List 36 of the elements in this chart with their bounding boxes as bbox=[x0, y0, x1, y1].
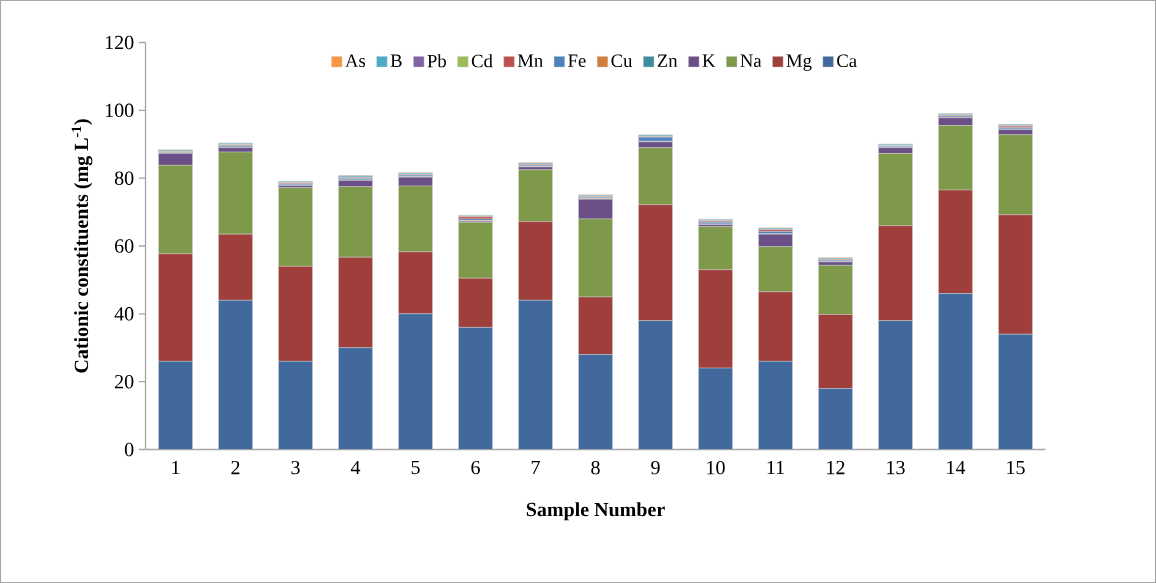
legend-label: Cu bbox=[611, 54, 633, 68]
legend-label: B bbox=[390, 54, 402, 67]
y-tick-label: 80 bbox=[114, 171, 134, 185]
x-tick-label: 1 bbox=[172, 460, 180, 475]
x-tick-label: 14 bbox=[947, 460, 966, 475]
x-tick-label: 15 bbox=[1007, 460, 1025, 475]
legend-label: Ca bbox=[837, 54, 857, 68]
legend-label: Pb bbox=[427, 54, 446, 68]
x-tick-label: 9 bbox=[651, 460, 660, 475]
y-tick-label: 60 bbox=[115, 239, 134, 253]
x-tick-label: 7 bbox=[531, 460, 540, 474]
y-axis-title: Cationic constituents (mg L$^{-1}$) bbox=[71, 119, 93, 373]
y-tick-label: 40 bbox=[114, 307, 134, 321]
x-tick-label: 10 bbox=[707, 460, 725, 475]
x-tick-label: 2 bbox=[231, 460, 240, 475]
x-tick-label: 12 bbox=[827, 460, 845, 475]
x-tick-label: 5 bbox=[411, 460, 420, 475]
legend-label: Mn bbox=[517, 54, 543, 67]
x-tick-label: 4 bbox=[350, 460, 361, 475]
y-tick-label: 20 bbox=[115, 374, 134, 389]
legend-label: Cd bbox=[471, 54, 493, 68]
y-tick-label: 0 bbox=[124, 442, 134, 457]
legend-label: Zn bbox=[657, 54, 678, 67]
legend-label: K bbox=[702, 54, 716, 67]
legend-label: Mg bbox=[786, 54, 812, 71]
y-tick-label: 100 bbox=[105, 103, 134, 118]
legend-label: Fe bbox=[568, 54, 586, 67]
x-tick-label: 13 bbox=[887, 460, 905, 475]
x-tick-label: 6 bbox=[471, 460, 480, 475]
x-tick-label: 3 bbox=[291, 460, 300, 475]
legend-label: As bbox=[345, 54, 366, 68]
legend-label: Na bbox=[740, 54, 762, 67]
x-tick-label: 11 bbox=[767, 460, 784, 475]
y-tick-label: 120 bbox=[105, 35, 134, 50]
x-axis-title: Sample Number bbox=[526, 502, 665, 521]
x-tick-label: 8 bbox=[591, 460, 600, 475]
